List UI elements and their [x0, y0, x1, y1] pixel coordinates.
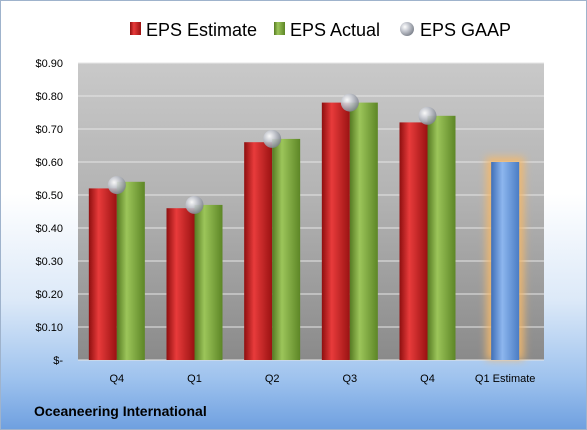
x-tick-label: Q2 — [265, 373, 280, 385]
bar-eps-estimate — [244, 142, 273, 360]
y-tick-label: $0.30 — [35, 256, 63, 268]
x-tick-label: Q4 — [420, 373, 435, 385]
x-tick-label: Q1 Estimate — [475, 373, 536, 385]
x-tick-label: Q4 — [109, 373, 124, 385]
marker-eps-gaap — [185, 195, 204, 214]
marker-eps-gaap — [263, 129, 282, 148]
x-axis: Q4 Q1 Q2 Q3 Q4 Q1 Estimate — [109, 373, 535, 385]
x-tick-label: Q3 — [342, 373, 357, 385]
bar-eps-actual — [427, 115, 456, 360]
legend-label-eps-actual: EPS Actual — [290, 20, 380, 40]
legend-label-eps-gaap: EPS GAAP — [420, 20, 511, 40]
y-tick-label: $- — [53, 355, 63, 367]
marker-eps-gaap — [107, 176, 126, 195]
plot-area — [78, 63, 544, 360]
bar-eps-actual — [194, 204, 223, 360]
y-tick-label: $0.50 — [35, 190, 63, 202]
legend-swatch-eps-estimate — [130, 22, 141, 35]
bar-eps-estimate — [399, 122, 428, 361]
gaap-markers — [107, 93, 437, 214]
y-tick-label: $0.80 — [35, 91, 63, 103]
legend-marker-eps-gaap — [400, 22, 414, 36]
gridlines — [78, 62, 544, 361]
bar-eps-actual — [349, 102, 378, 360]
legend-label-eps-estimate: EPS Estimate — [146, 20, 257, 40]
bar-eps-estimate — [321, 102, 350, 360]
y-tick-label: $0.90 — [35, 58, 63, 70]
y-axis: $0.90 $0.80 $0.70 $0.60 $0.50 $0.40 $0.30 $0.20… — [35, 58, 63, 367]
bar-q1-estimate — [491, 162, 520, 360]
bar-eps-estimate — [88, 188, 117, 360]
bar-eps-actual — [272, 138, 301, 360]
marker-eps-gaap — [418, 106, 437, 125]
y-tick-label: $0.40 — [35, 223, 63, 235]
y-tick-label: $0.10 — [35, 322, 63, 334]
bar-eps-actual — [116, 181, 145, 360]
x-tick-label: Q1 — [187, 373, 202, 385]
y-tick-label: $0.60 — [35, 157, 63, 169]
bar-eps-estimate — [166, 208, 195, 360]
legend-swatch-eps-actual — [274, 22, 285, 35]
y-tick-label: $0.70 — [35, 124, 63, 136]
marker-eps-gaap — [340, 93, 359, 112]
legend: EPS Estimate EPS Actual EPS GAAP — [130, 20, 511, 40]
y-tick-label: $0.20 — [35, 289, 63, 301]
company-name: Oceaneering International — [34, 403, 207, 419]
bars — [88, 102, 525, 361]
